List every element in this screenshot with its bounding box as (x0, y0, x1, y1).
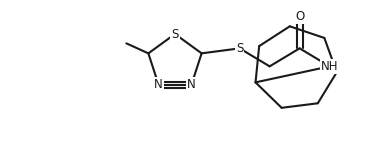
Text: S: S (171, 28, 179, 41)
Text: S: S (236, 42, 243, 55)
Text: N: N (187, 78, 196, 91)
Text: O: O (295, 10, 304, 23)
Text: NH: NH (321, 60, 339, 73)
Text: N: N (154, 78, 163, 91)
